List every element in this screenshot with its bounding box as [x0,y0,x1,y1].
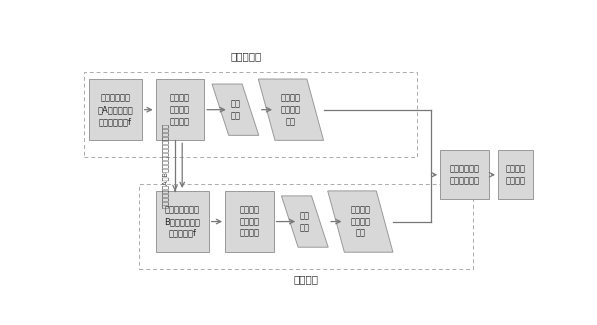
Text: 系统主镜头位于
B位置，微透镜
阵列焦距为f: 系统主镜头位于 B位置，微透镜 阵列焦距为f [164,205,200,238]
Bar [140,184,473,269]
Bar [156,79,204,140]
Bar [84,72,417,157]
Text: 高分辨率
光场图像: 高分辨率 光场图像 [505,164,525,185]
Text: 高方向分
辨率信息
提取: 高方向分 辨率信息 提取 [281,93,301,126]
Text: 系统主镜头位
于A位置，微透
镜阵列焦距为f: 系统主镜头位 于A位置，微透 镜阵列焦距为f [97,93,133,126]
Bar [156,191,209,252]
Bar [225,191,273,252]
Text: 信息加权，图
像配准，重构: 信息加权，图 像配准，重构 [450,164,479,185]
Polygon shape [328,191,393,252]
Polygon shape [212,84,259,135]
Bar [498,150,533,199]
Text: 获取高空
间分辨率
光场图像: 获取高空 间分辨率 光场图像 [239,205,259,238]
Text: 图像
存储: 图像 存储 [300,211,310,232]
Polygon shape [281,196,328,247]
Text: 非聚焦模式: 非聚焦模式 [230,52,261,61]
Text: 聚焦模式: 聚焦模式 [294,274,318,284]
Text: 图像
存储: 图像 存储 [230,99,241,120]
Text: 高空间分
辨率信息
提取: 高空间分 辨率信息 提取 [350,205,370,238]
Text: 主镜头位置从A到B变化，以改变系统景深范围: 主镜头位置从A到B变化，以改变系统景深范围 [162,123,168,208]
Bar [440,150,489,199]
Polygon shape [259,79,324,140]
Bar [88,79,141,140]
Text: 获取高方
向分辨率
光场图像: 获取高方 向分辨率 光场图像 [170,93,190,126]
